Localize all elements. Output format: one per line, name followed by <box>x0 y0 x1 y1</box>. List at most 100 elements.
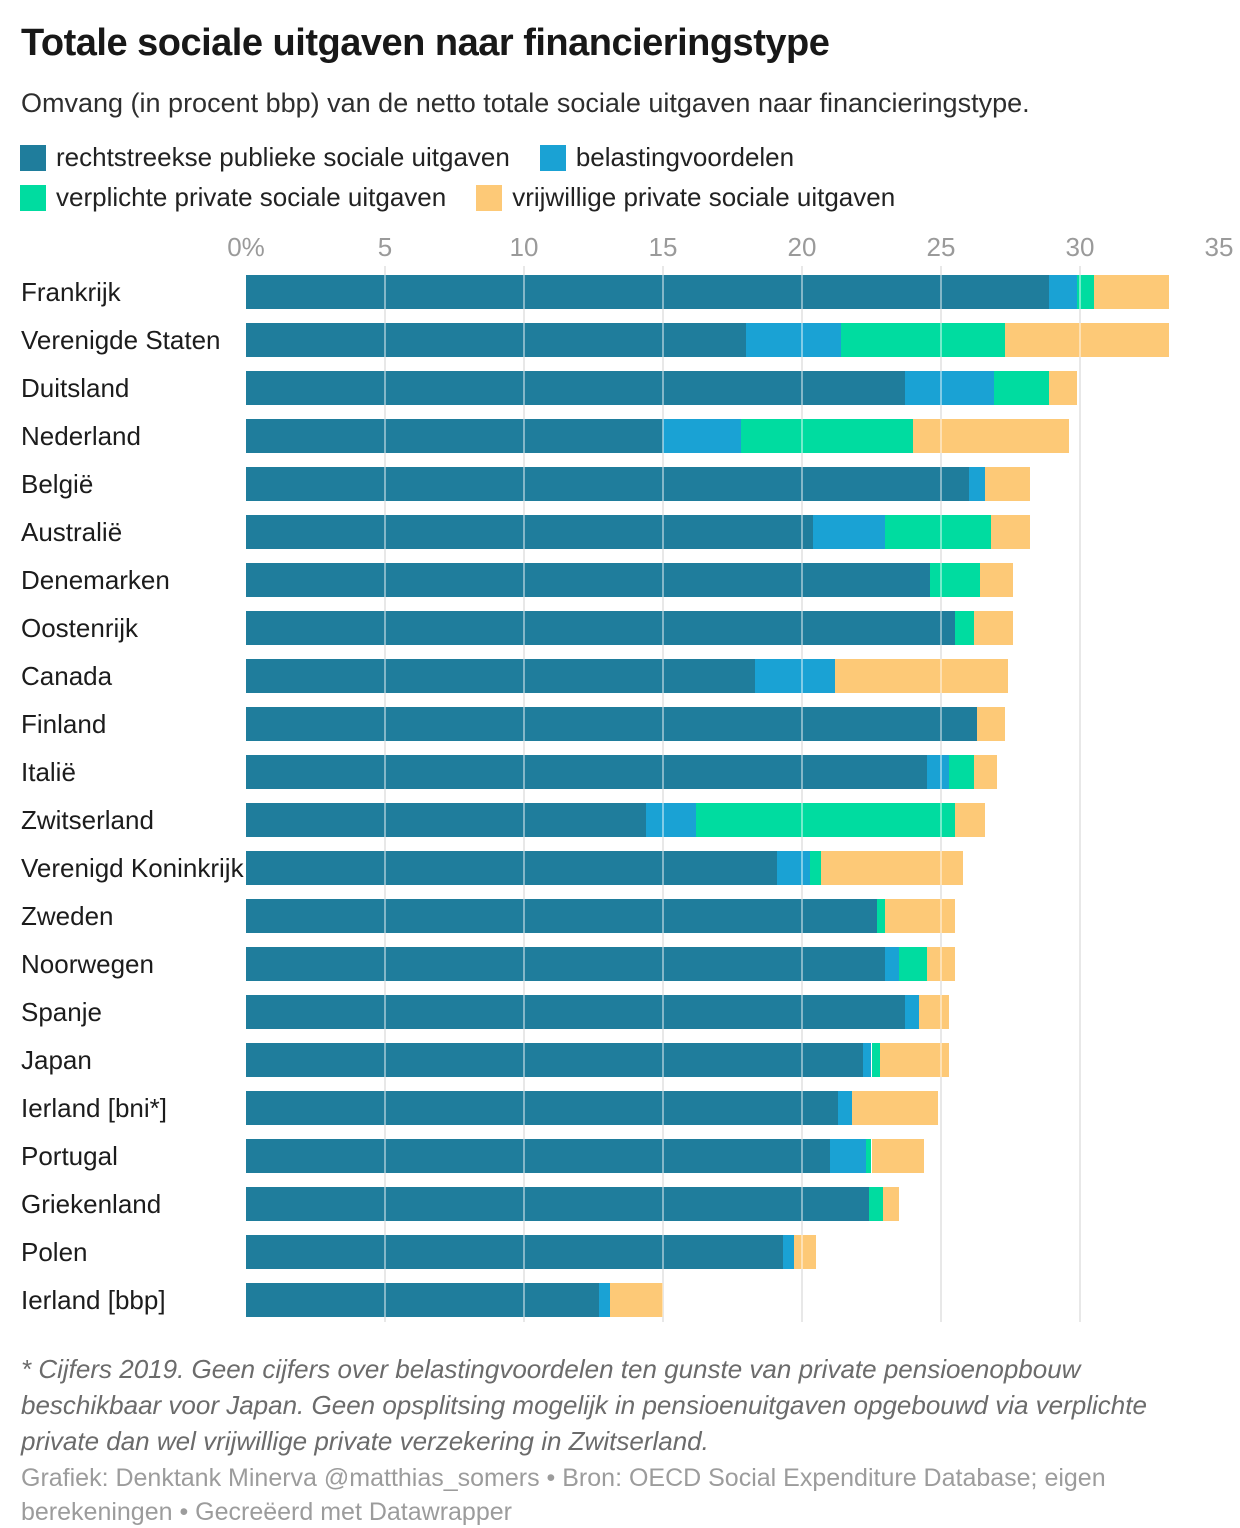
bar-segment[interactable] <box>754 659 836 693</box>
bar-segment[interactable] <box>885 947 900 981</box>
bar-segment[interactable] <box>246 1187 869 1221</box>
bar-segment[interactable] <box>821 851 964 885</box>
bar-segment[interactable] <box>929 563 980 597</box>
bar-segment[interactable] <box>882 1187 900 1221</box>
bar-segment[interactable] <box>246 1091 839 1125</box>
bar-segment[interactable] <box>927 755 950 789</box>
bar-segment[interactable] <box>871 1043 880 1077</box>
bar-segment[interactable] <box>885 899 955 933</box>
gridline <box>801 266 803 1322</box>
bar-segment[interactable] <box>993 371 1050 405</box>
bar-segment[interactable] <box>646 803 697 837</box>
bar-segment[interactable] <box>954 611 975 645</box>
bar-segment[interactable] <box>927 947 955 981</box>
bar-segment[interactable] <box>979 563 1014 597</box>
bar-segment[interactable] <box>838 1091 853 1125</box>
axis-tick-label: 0% <box>227 232 265 262</box>
bar-segment[interactable] <box>746 323 841 357</box>
row-label: Verenigde Staten <box>21 325 221 355</box>
bar-segment[interactable] <box>974 611 1014 645</box>
bar-segment[interactable] <box>246 275 1050 309</box>
bar-segment[interactable] <box>865 1139 872 1173</box>
bar-segment[interactable] <box>871 1139 925 1173</box>
bar-segment[interactable] <box>885 515 992 549</box>
footnote: * Cijfers 2019. Geen cijfers over belast… <box>21 1354 1147 1456</box>
bar-segment[interactable] <box>868 1187 883 1221</box>
bar-segment[interactable] <box>246 323 747 357</box>
row-label: Duitsland <box>21 373 130 403</box>
bar-segment[interactable] <box>663 419 741 453</box>
bar-segment[interactable] <box>246 563 930 597</box>
bar-segment[interactable] <box>246 803 647 837</box>
bar-segment[interactable] <box>246 851 777 885</box>
bar-segment[interactable] <box>246 1043 864 1077</box>
row-label: Denemarken <box>21 565 170 595</box>
bar-segment[interactable] <box>246 371 905 405</box>
bar-segment[interactable] <box>776 851 811 885</box>
bar-segment[interactable] <box>599 1283 611 1317</box>
bar-segment[interactable] <box>899 947 928 981</box>
bar-segment[interactable] <box>782 1235 794 1269</box>
bar-segment[interactable] <box>740 419 914 453</box>
bar-segment[interactable] <box>1093 275 1169 309</box>
row-label: Oostenrijk <box>21 613 139 643</box>
bar-segment[interactable] <box>246 755 928 789</box>
legend-label: vrijwillige private sociale uitgaven <box>512 182 896 212</box>
bar-segment[interactable] <box>793 1235 816 1269</box>
bar-segment[interactable] <box>246 467 969 501</box>
bar-segment[interactable] <box>877 899 886 933</box>
row-label: Verenigd Koninkrijk <box>21 853 244 883</box>
axis-tick-label: 30 <box>1065 232 1095 262</box>
bar-segment[interactable] <box>246 515 814 549</box>
bar-segment[interactable] <box>840 323 1005 357</box>
bar-segment[interactable] <box>949 755 975 789</box>
bar-segment[interactable] <box>1049 371 1078 405</box>
bar-segment[interactable] <box>974 755 997 789</box>
bar-segment[interactable] <box>246 659 755 693</box>
bar-segment[interactable] <box>991 515 1030 549</box>
bar-segment[interactable] <box>1004 323 1169 357</box>
bar-segment[interactable] <box>246 899 878 933</box>
bar-segment[interactable] <box>246 611 955 645</box>
axis-tick-label: 15 <box>648 232 678 262</box>
bar-segment[interactable] <box>246 1235 783 1269</box>
bar-segment[interactable] <box>904 995 919 1029</box>
row-label: België <box>21 469 94 499</box>
legend-item: verplichte private sociale uitgaven <box>20 182 446 213</box>
bar-segment[interactable] <box>852 1091 939 1125</box>
bar-segment[interactable] <box>879 1043 950 1077</box>
bar-segment[interactable] <box>246 1283 600 1317</box>
bar-segment[interactable] <box>968 467 986 501</box>
bar-segment[interactable] <box>246 419 663 453</box>
axis-tick-label: 20 <box>787 232 817 262</box>
legend-item: rechtstreekse publieke sociale uitgaven <box>20 142 510 173</box>
bar-segment[interactable] <box>813 515 886 549</box>
bar-segment[interactable] <box>246 707 978 741</box>
bar-segment[interactable] <box>610 1283 663 1317</box>
bar-segment[interactable] <box>246 1139 830 1173</box>
bar-segment[interactable] <box>1077 275 1094 309</box>
chart-title: Totale sociale uitgaven naar financierin… <box>21 22 830 64</box>
bar-segment[interactable] <box>904 371 994 405</box>
bar-segment[interactable] <box>913 419 1069 453</box>
bar-segment[interactable] <box>810 851 822 885</box>
bar-segment[interactable] <box>246 995 905 1029</box>
bar-segment[interactable] <box>863 1043 872 1077</box>
bar-segment[interactable] <box>977 707 1005 741</box>
bar-segment[interactable] <box>835 659 1008 693</box>
bar-segment[interactable] <box>985 467 1030 501</box>
legend: rechtstreekse publieke sociale uitgaven b… <box>20 142 1210 213</box>
row-label: Noorwegen <box>21 949 154 979</box>
bar-segment[interactable] <box>696 803 955 837</box>
legend-label: rechtstreekse publieke sociale uitgaven <box>56 142 510 172</box>
row-label: Canada <box>21 661 113 691</box>
row-label: Ierland [bbp] <box>21 1285 166 1315</box>
credit-line: Grafiek: Denktank Minerva @matthias_some… <box>21 1464 1106 1526</box>
bar-segment[interactable] <box>1049 275 1078 309</box>
bar-segment[interactable] <box>918 995 950 1029</box>
axis-tick-label: 10 <box>509 232 539 262</box>
bar-segment[interactable] <box>246 947 886 981</box>
legend-swatch <box>539 144 566 171</box>
bar-segment[interactable] <box>829 1139 866 1173</box>
bar-segment[interactable] <box>954 803 986 837</box>
